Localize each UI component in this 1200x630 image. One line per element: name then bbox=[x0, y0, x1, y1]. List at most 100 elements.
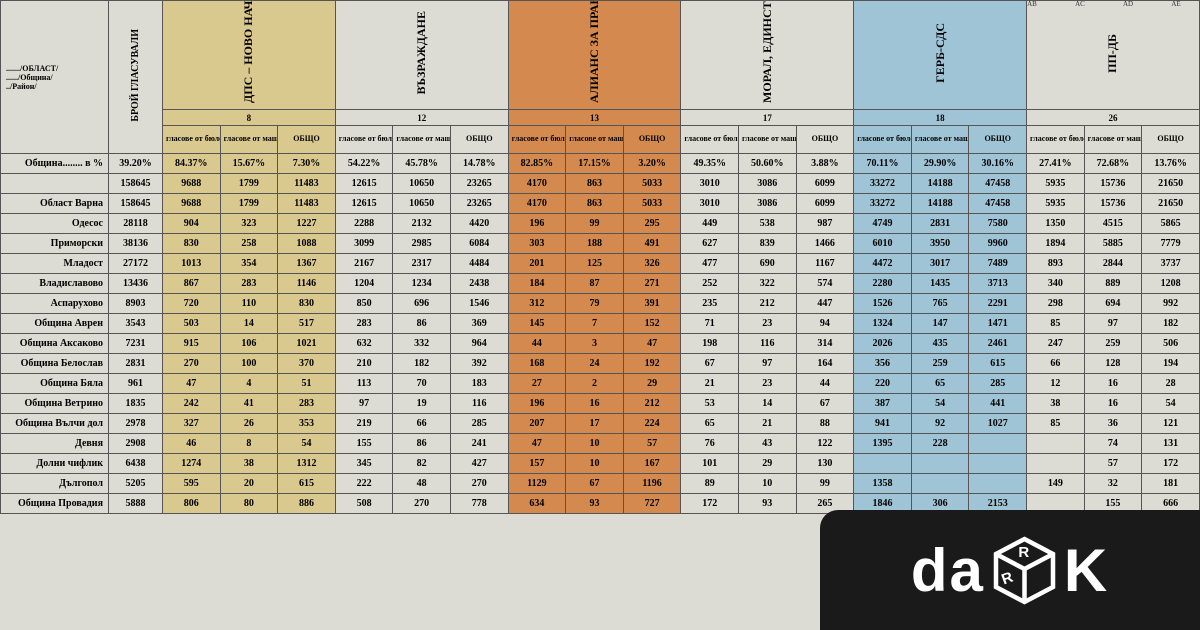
data-cell bbox=[969, 454, 1027, 474]
data-cell: 97 bbox=[739, 354, 797, 374]
data-cell: 435 bbox=[911, 334, 969, 354]
party-header-5: ПП-ДБ bbox=[1027, 1, 1200, 110]
row-label: Община Ветрино bbox=[1, 394, 109, 414]
data-cell: 1471 bbox=[969, 314, 1027, 334]
data-cell: 1466 bbox=[796, 234, 854, 254]
col-letter: AD bbox=[1104, 0, 1152, 8]
row-label: Аспарухово bbox=[1, 294, 109, 314]
data-cell: 270 bbox=[450, 474, 508, 494]
data-cell: 44 bbox=[508, 334, 566, 354]
data-cell: 67 bbox=[796, 394, 854, 414]
data-cell: 210 bbox=[335, 354, 393, 374]
data-cell: 9960 bbox=[969, 234, 1027, 254]
data-cell: 106 bbox=[220, 334, 278, 354]
row-label: Община Провадия bbox=[1, 494, 109, 514]
data-cell: 188 bbox=[566, 234, 624, 254]
data-cell: 1208 bbox=[1142, 274, 1200, 294]
data-cell: 121 bbox=[1142, 414, 1200, 434]
data-cell: 128 bbox=[1084, 354, 1142, 374]
data-cell: 33272 bbox=[854, 194, 912, 214]
data-cell: 23265 bbox=[450, 174, 508, 194]
data-cell: 285 bbox=[450, 414, 508, 434]
party-number-0: 8 bbox=[162, 110, 335, 126]
data-cell: 627 bbox=[681, 234, 739, 254]
data-cell: 3086 bbox=[739, 194, 797, 214]
table-row: Община Вълчи дол297832726353219662852071… bbox=[1, 414, 1200, 434]
row-label: Община Аврен bbox=[1, 314, 109, 334]
data-cell: 183 bbox=[450, 374, 508, 394]
data-cell: 2291 bbox=[969, 294, 1027, 314]
data-cell: 2288 bbox=[335, 214, 393, 234]
data-cell: 517 bbox=[278, 314, 336, 334]
pct-cell: 30.16% bbox=[969, 154, 1027, 174]
data-cell: 4472 bbox=[854, 254, 912, 274]
data-cell: 632 bbox=[335, 334, 393, 354]
data-cell: 5935 bbox=[1027, 174, 1085, 194]
data-cell: 634 bbox=[508, 494, 566, 514]
data-cell: 97 bbox=[1084, 314, 1142, 334]
data-cell: 66 bbox=[393, 414, 451, 434]
data-cell: 164 bbox=[796, 354, 854, 374]
data-cell: 86 bbox=[393, 314, 451, 334]
data-cell: 806 bbox=[162, 494, 220, 514]
data-cell: 116 bbox=[450, 394, 508, 414]
party-header-0: ДПС – НОВО НАЧАЛО bbox=[162, 1, 335, 110]
data-cell: 449 bbox=[681, 214, 739, 234]
subcol-4-2: ОБЩО bbox=[969, 126, 1027, 154]
vote-cell: 158645 bbox=[108, 194, 162, 214]
data-cell: 915 bbox=[162, 334, 220, 354]
row-label bbox=[1, 174, 109, 194]
row-label: Одесос bbox=[1, 214, 109, 234]
data-cell: 16 bbox=[1084, 374, 1142, 394]
data-cell: 172 bbox=[681, 494, 739, 514]
data-cell: 71 bbox=[681, 314, 739, 334]
data-cell: 574 bbox=[796, 274, 854, 294]
party-header-1: ВЪЗРАЖДАНЕ bbox=[335, 1, 508, 110]
data-cell: 57 bbox=[1084, 454, 1142, 474]
data-cell: 5033 bbox=[623, 174, 681, 194]
data-cell: 194 bbox=[1142, 354, 1200, 374]
data-cell: 1358 bbox=[854, 474, 912, 494]
table-row: Долни чифлик6438127438131234582427157101… bbox=[1, 454, 1200, 474]
data-cell: 2 bbox=[566, 374, 624, 394]
data-cell: 283 bbox=[220, 274, 278, 294]
data-cell: 54 bbox=[1142, 394, 1200, 414]
data-cell: 21650 bbox=[1142, 194, 1200, 214]
data-cell: 3017 bbox=[911, 254, 969, 274]
logo-a: a bbox=[949, 536, 984, 605]
vote-cell: 3543 bbox=[108, 314, 162, 334]
data-cell: 70 bbox=[393, 374, 451, 394]
data-cell: 4484 bbox=[450, 254, 508, 274]
data-cell: 322 bbox=[739, 274, 797, 294]
vote-cell: 2831 bbox=[108, 354, 162, 374]
data-cell: 252 bbox=[681, 274, 739, 294]
data-cell: 94 bbox=[796, 314, 854, 334]
data-cell: 391 bbox=[623, 294, 681, 314]
table-row: Приморски3813683025810883099298560843031… bbox=[1, 234, 1200, 254]
data-cell: 964 bbox=[450, 334, 508, 354]
data-cell: 3010 bbox=[681, 194, 739, 214]
data-cell: 17 bbox=[566, 414, 624, 434]
data-cell: 4 bbox=[220, 374, 278, 394]
data-cell: 23 bbox=[739, 374, 797, 394]
data-cell: 222 bbox=[335, 474, 393, 494]
pct-label: Община........ в % bbox=[1, 154, 109, 174]
data-cell: 21650 bbox=[1142, 174, 1200, 194]
data-cell: 66 bbox=[1027, 354, 1085, 374]
table-row: Одесос2811890432312272288213244201969929… bbox=[1, 214, 1200, 234]
data-cell: 2844 bbox=[1084, 254, 1142, 274]
pct-cell: 17.15% bbox=[566, 154, 624, 174]
data-cell: 1227 bbox=[278, 214, 336, 234]
data-cell: 3086 bbox=[739, 174, 797, 194]
data-cell: 312 bbox=[508, 294, 566, 314]
data-cell: 9688 bbox=[162, 174, 220, 194]
table-row: Община Бяла96147451113701832722921234422… bbox=[1, 374, 1200, 394]
table-row: 1586459688179911483126151065023265417086… bbox=[1, 174, 1200, 194]
data-cell: 3010 bbox=[681, 174, 739, 194]
data-cell: 1799 bbox=[220, 194, 278, 214]
data-cell: 65 bbox=[681, 414, 739, 434]
data-cell: 1196 bbox=[623, 474, 681, 494]
data-cell bbox=[1027, 434, 1085, 454]
table-row: Община Аксаково7231915106102163233296444… bbox=[1, 334, 1200, 354]
data-cell: 167 bbox=[623, 454, 681, 474]
